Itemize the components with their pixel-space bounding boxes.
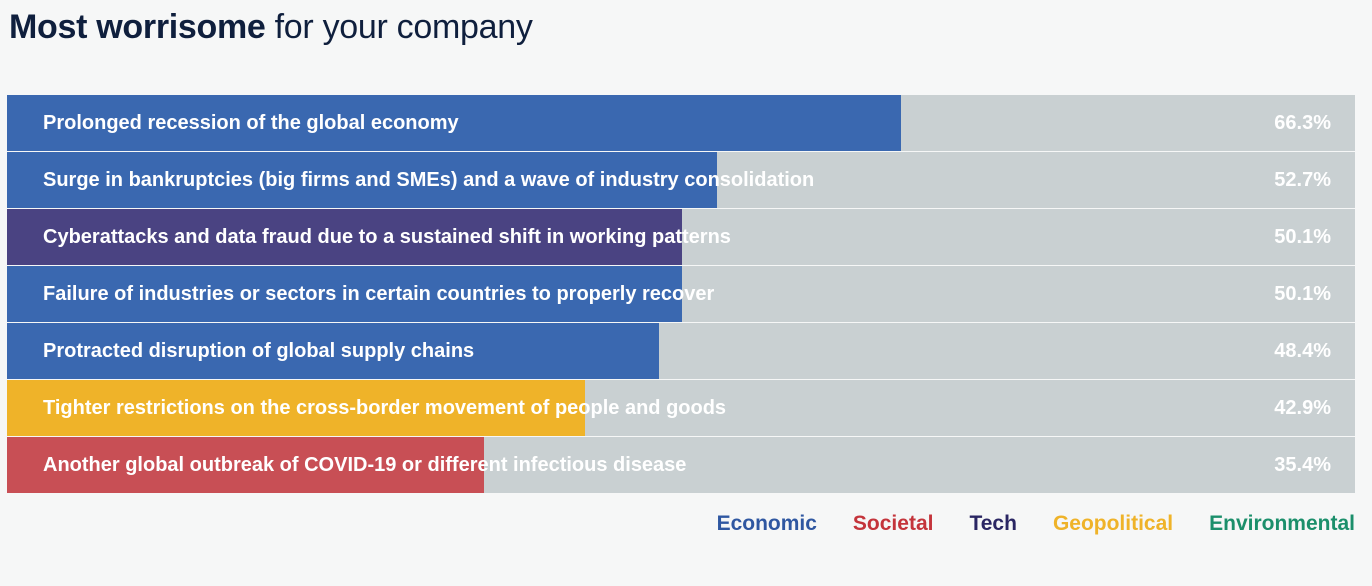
bar-row: Another global outbreak of COVID-19 or d… — [7, 437, 1355, 493]
legend-item-societal: Societal — [852, 512, 934, 535]
bar-row: Tighter restrictions on the cross-border… — [7, 380, 1355, 436]
bar-label: Failure of industries or sectors in cert… — [43, 283, 715, 305]
bar-row: Cyberattacks and data fraud due to a sus… — [7, 209, 1355, 265]
bar-row: Prolonged recession of the global econom… — [7, 95, 1355, 151]
bar — [7, 209, 683, 265]
bar-label: Another global outbreak of COVID-19 or d… — [43, 454, 687, 476]
bar — [7, 95, 901, 151]
bar-value-label: 66.3% — [1274, 112, 1331, 134]
legend-item-economic: Economic — [716, 512, 817, 535]
bar-label: Protracted disruption of global supply c… — [43, 340, 475, 362]
bar-chart: Prolonged recession of the global econom… — [7, 95, 1355, 494]
bar — [7, 152, 718, 208]
bar — [7, 323, 660, 379]
legend: Economic Societal Tech Geopolitical Environm… — [717, 512, 1355, 536]
legend-item-environmental: Environmental — [1209, 512, 1355, 535]
bar-value-label: 50.1% — [1274, 283, 1331, 305]
bar-row: Surge in bankruptcies (big firms and SME… — [7, 152, 1355, 208]
legend-item-geopolitical: Geopolitical — [1052, 512, 1174, 535]
bar-label: Surge in bankruptcies (big firms and SME… — [43, 169, 815, 191]
page-title: Most worrisome for your company — [9, 8, 533, 47]
bar-label: Tighter restrictions on the cross-border… — [43, 397, 727, 419]
bar-label: Prolonged recession of the global econom… — [43, 112, 459, 134]
legend-item-tech: Tech — [969, 512, 1017, 535]
bar-row: Failure of industries or sectors in cert… — [7, 266, 1355, 322]
title-bold: Most worrisome — [9, 8, 266, 46]
bar — [7, 266, 683, 322]
bar-value-label: 42.9% — [1274, 397, 1331, 419]
bar-value-label: 48.4% — [1274, 340, 1331, 362]
bar — [7, 437, 485, 493]
bar-label: Cyberattacks and data fraud due to a sus… — [43, 226, 731, 248]
bar-row: Protracted disruption of global supply c… — [7, 323, 1355, 379]
title-rest: for your company — [265, 8, 533, 46]
bar — [7, 380, 586, 436]
bar-value-label: 52.7% — [1274, 169, 1331, 191]
bar-value-label: 50.1% — [1274, 226, 1331, 248]
bar-value-label: 35.4% — [1274, 454, 1331, 476]
